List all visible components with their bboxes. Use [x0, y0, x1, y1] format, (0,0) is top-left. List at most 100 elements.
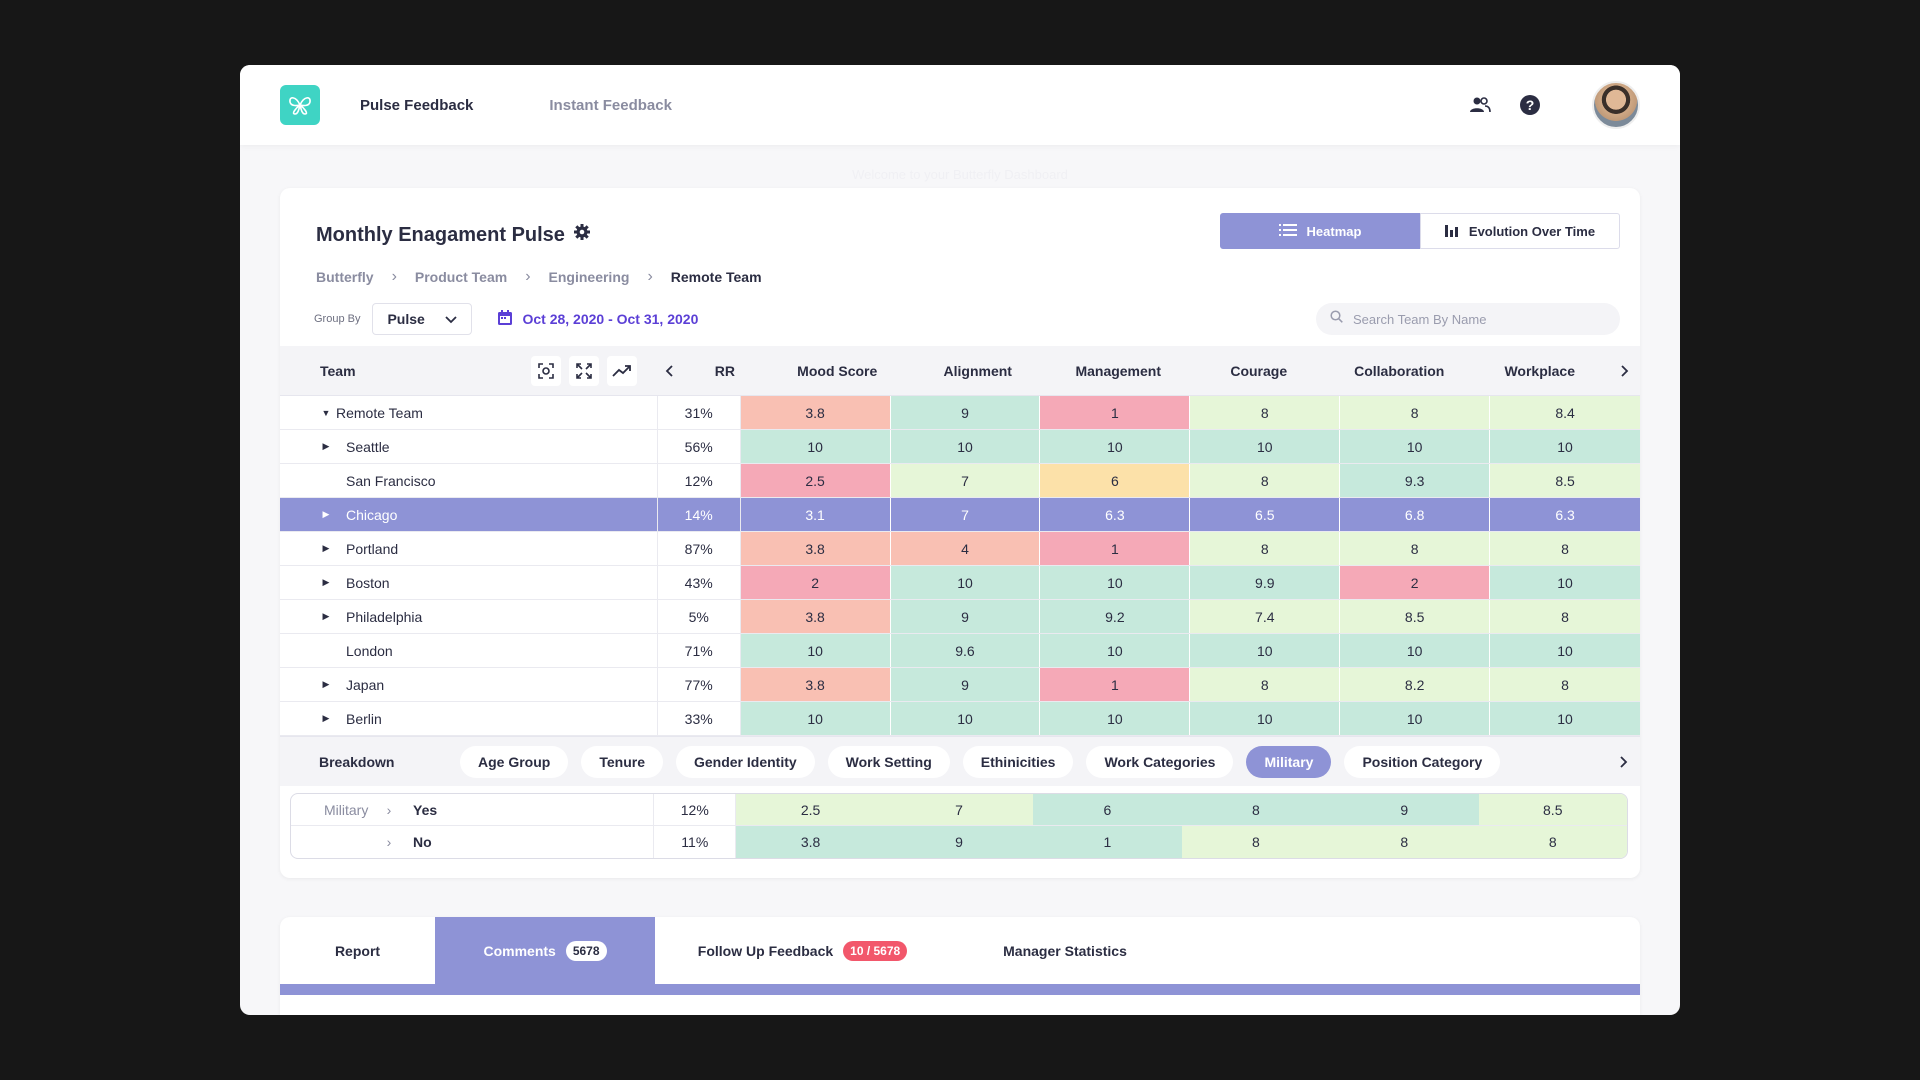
table-row[interactable]: ▶ Berlin 33% 10 10 10 10 10 10 — [280, 702, 1640, 736]
score-cell[interactable]: 1 — [1040, 396, 1191, 429]
score-cell[interactable]: 3.1 — [740, 498, 891, 531]
score-cell[interactable]: 6.3 — [1490, 498, 1640, 531]
evolution-view-button[interactable]: Evolution Over Time — [1420, 213, 1620, 249]
column-header-management[interactable]: Management — [1075, 362, 1162, 379]
score-cell[interactable]: 9 — [884, 826, 1034, 858]
score-cell[interactable]: 1 — [1033, 826, 1182, 858]
score-cell[interactable]: 10 — [1040, 634, 1191, 667]
help-icon[interactable]: ? — [1518, 93, 1542, 117]
avatar[interactable] — [1592, 81, 1640, 129]
score-cell[interactable]: 9.3 — [1340, 464, 1491, 497]
focus-icon[interactable] — [530, 355, 561, 386]
score-cell[interactable]: 8.5 — [1490, 464, 1640, 497]
score-cell[interactable]: 10 — [1190, 430, 1341, 463]
score-cell[interactable]: 8 — [1190, 532, 1341, 565]
breakdown-pill[interactable]: Gender Identity — [675, 745, 815, 778]
score-cell[interactable]: 3.8 — [740, 532, 891, 565]
score-cell[interactable]: 7.4 — [1190, 600, 1341, 633]
breakdown-pill[interactable]: Tenure — [581, 745, 663, 778]
score-cell[interactable]: 8 — [1340, 396, 1491, 429]
score-cell[interactable]: 2 — [1340, 566, 1491, 599]
score-cell[interactable]: 3.8 — [740, 396, 891, 429]
breakdown-pill[interactable]: Age Group — [460, 745, 569, 778]
column-header-workplace[interactable]: Workplace — [1504, 362, 1575, 379]
score-cell[interactable]: 10 — [1490, 702, 1640, 735]
score-cell[interactable]: 10 — [1490, 634, 1640, 667]
caret-right-icon[interactable]: ▶ — [322, 679, 330, 689]
score-cell[interactable]: 10 — [1340, 702, 1491, 735]
score-cell[interactable]: 10 — [740, 634, 891, 667]
chevron-right-icon[interactable]: › — [386, 801, 392, 818]
team-name[interactable]: Remote Team — [336, 404, 423, 421]
group-by-select[interactable]: Pulse — [372, 303, 473, 335]
nav-instant-feedback[interactable]: Instant Feedback — [549, 96, 672, 114]
score-cell[interactable]: 10 — [1190, 702, 1341, 735]
score-cell[interactable]: 8 — [1181, 794, 1331, 825]
team-name[interactable]: Berlin — [346, 710, 382, 727]
score-cell[interactable]: 10 — [1340, 634, 1491, 667]
caret-down-icon[interactable]: ▼ — [321, 407, 331, 418]
team-name[interactable]: Seattle — [346, 438, 390, 455]
score-cell[interactable]: 8 — [1181, 826, 1331, 858]
breakdown-row[interactable]: › No 11% 3.8 9 1 8 8 8 — [291, 826, 1627, 858]
score-cell[interactable]: 3.8 — [736, 826, 885, 858]
table-row[interactable]: ▶ Seattle 56% 10 10 10 10 10 10 — [280, 430, 1640, 464]
score-cell[interactable]: 10 — [890, 430, 1041, 463]
score-cell[interactable]: 4 — [890, 532, 1041, 565]
users-icon[interactable] — [1468, 93, 1492, 117]
score-cell[interactable]: 9 — [890, 600, 1041, 633]
nav-pulse-feedback[interactable]: Pulse Feedback — [360, 96, 474, 114]
heatmap-view-button[interactable]: Heatmap — [1220, 213, 1420, 249]
team-name[interactable]: Portland — [346, 540, 399, 557]
score-cell[interactable]: 2.5 — [740, 464, 891, 497]
score-cell[interactable]: 6.8 — [1340, 498, 1491, 531]
tab-manager-statistics[interactable]: Manager Statistics — [950, 917, 1180, 984]
score-cell[interactable]: 3.8 — [740, 668, 891, 701]
column-header-alignment[interactable]: Alignment — [943, 362, 1012, 379]
score-cell[interactable]: 8.2 — [1340, 668, 1491, 701]
rr-column-header[interactable]: RR — [714, 362, 735, 379]
caret-right-icon[interactable]: ▶ — [322, 441, 330, 451]
table-row[interactable]: ▶ Philadelphia 5% 3.8 9 9.2 7.4 8.5 8 — [280, 600, 1640, 634]
score-cell[interactable]: 10 — [1490, 566, 1640, 599]
score-cell[interactable]: 8 — [1490, 668, 1640, 701]
column-header-collaboration[interactable]: Collaboration — [1354, 362, 1445, 379]
score-cell[interactable]: 8 — [1190, 668, 1341, 701]
score-cell[interactable]: 6.5 — [1190, 498, 1341, 531]
score-cell[interactable]: 9 — [1330, 794, 1479, 825]
breakdown-pill[interactable]: Position Category — [1344, 745, 1501, 778]
team-name[interactable]: Boston — [346, 574, 390, 591]
gear-icon[interactable] — [573, 223, 591, 247]
team-name[interactable]: Chicago — [346, 506, 398, 523]
score-cell[interactable]: 8 — [1330, 826, 1479, 858]
score-cell[interactable]: 9.2 — [1040, 600, 1191, 633]
date-range-picker[interactable]: Oct 28, 2020 - Oct 31, 2020 — [498, 310, 698, 328]
table-row[interactable]: ▶ Japan 77% 3.8 9 1 8 8.2 8 — [280, 668, 1640, 702]
caret-right-icon[interactable]: ▶ — [322, 713, 330, 723]
table-row[interactable]: ▶ Chicago 14% 3.1 7 6.3 6.5 6.8 6.3 — [280, 498, 1640, 532]
trend-icon[interactable] — [606, 355, 637, 386]
breakdown-pill[interactable]: Work Categories — [1086, 745, 1234, 778]
score-cell[interactable]: 8 — [1340, 532, 1491, 565]
team-name[interactable]: Philadelphia — [346, 608, 423, 625]
expand-icon[interactable] — [568, 355, 599, 386]
score-cell[interactable]: 1 — [1040, 532, 1191, 565]
breakdown-pill[interactable]: Military — [1246, 745, 1332, 778]
score-cell[interactable]: 10 — [890, 702, 1041, 735]
score-cell[interactable]: 8 — [1478, 826, 1627, 858]
breakdown-pill[interactable]: Ethinicities — [962, 745, 1074, 778]
breadcrumb-item-butterfly[interactable]: Butterfly — [316, 269, 374, 285]
score-cell[interactable]: 9.6 — [890, 634, 1041, 667]
score-cell[interactable]: 10 — [1490, 430, 1640, 463]
score-cell[interactable]: 7 — [890, 498, 1041, 531]
team-search[interactable] — [1316, 303, 1620, 335]
score-cell[interactable]: 1 — [1040, 668, 1191, 701]
chevron-right-icon[interactable] — [1610, 364, 1640, 377]
table-row[interactable]: ▶ Boston 43% 2 10 10 9.9 2 10 — [280, 566, 1640, 600]
table-row[interactable]: ▶ Portland 87% 3.8 4 1 8 8 8 — [280, 532, 1640, 566]
score-cell[interactable]: 6 — [1033, 794, 1182, 825]
column-header-courage[interactable]: Courage — [1230, 362, 1288, 379]
breakdown-pill[interactable]: Work Setting — [827, 745, 950, 778]
breadcrumb-item-engineering[interactable]: Engineering — [548, 269, 630, 285]
